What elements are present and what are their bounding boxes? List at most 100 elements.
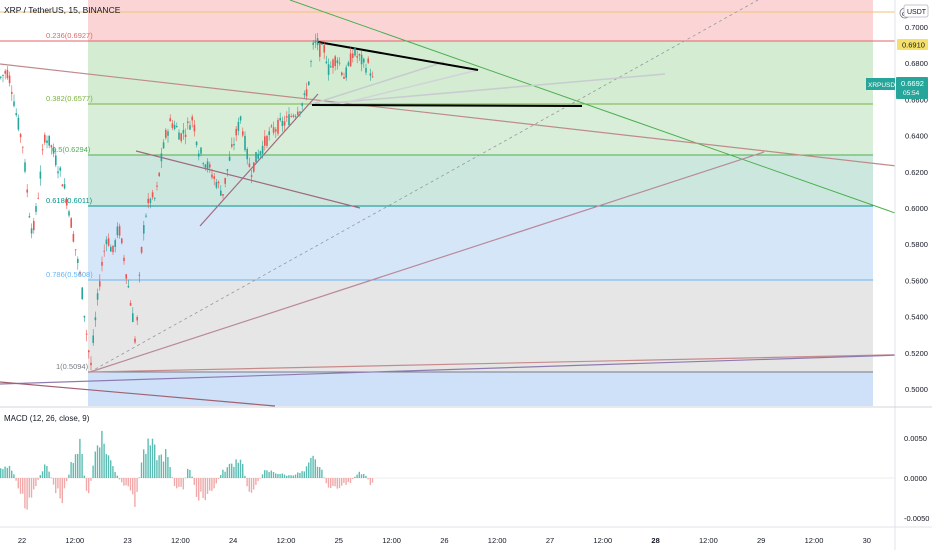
trendline-ray-2 [319,73,666,105]
price-tick-label: 0.5200 [905,349,928,358]
price-tick-label: 0.6000 [905,204,928,213]
candle-body [116,226,119,236]
macd-bar [158,455,160,478]
macd-bar [226,467,228,478]
candle-body [279,118,281,121]
macd-bar [118,478,121,480]
candle-body [167,131,169,136]
macd-bar [90,478,92,481]
candle-body [107,238,110,246]
macd-bar [79,438,81,478]
current-price-bg [896,77,928,99]
price-tag-value: 0.6910 [902,41,925,50]
candle-body [162,142,165,149]
candlestick-series[interactable] [0,32,374,371]
macd-pane[interactable]: MACD (12, 26, close, 9) 0.0050 0.0000 -0.0… [0,414,929,523]
candle-body [323,45,325,53]
macd-bar [224,471,226,478]
candle-body [244,135,246,151]
macd-bar [55,478,57,494]
macd-bar [268,472,270,478]
candle-body [297,111,299,116]
currency-badge-label: USDT [907,9,927,16]
candle-body [4,71,6,74]
candle-body [99,281,101,287]
macd-bar [41,471,44,478]
fib-labels: 0.236(0.6927) 0.382(0.6577) 0.5(0.6294) … [46,31,93,371]
candle-body [365,67,367,73]
currency-badge[interactable]: c USDT [899,4,929,19]
time-axis[interactable]: 22 12:00 23 12:00 24 12:00 25 12:00 26 12:00 27 12:… [0,526,932,545]
fib-label-1: 1(0.5094) [56,362,89,371]
candle-body [255,152,257,163]
macd-bar [270,470,272,478]
candle-body [213,176,215,179]
candle-body [81,287,83,300]
time-tick-label: 12:00 [699,536,718,545]
macd-bar [266,470,268,478]
candle-body [94,317,97,321]
macd-bar [61,478,63,504]
macd-bar [173,478,176,486]
candle-body [220,190,222,196]
candle-body [41,149,44,151]
macd-bar [290,475,292,478]
macd-bar [352,478,354,480]
candle-body [235,128,237,136]
price-tick-label: 0.6400 [905,132,928,141]
candle-body [215,181,218,188]
candle-body [206,161,209,169]
macd-bar [6,467,8,478]
macd-bar [52,478,55,485]
macd-bar [292,475,294,478]
macd-bar [151,438,154,478]
candle-body [158,172,160,177]
price-tick-label: 0.6800 [905,59,928,68]
macd-bar [215,478,217,484]
candle-body [140,247,143,253]
candle-body [358,54,361,56]
macd-bar [275,473,277,478]
current-price-tag: XRPUSDT 0.6692 05:54 [866,77,928,99]
macd-bar [283,474,286,478]
candle-body [121,238,123,244]
trendline-channel-lower [199,93,319,227]
candle-body [367,58,369,63]
macd-bar [59,478,61,499]
macd-bar [105,454,107,478]
candle-body [110,246,112,252]
candle-body [371,76,374,78]
macd-bar [94,451,96,478]
candle-body [356,56,358,58]
candle-body [193,124,196,132]
macd-bar [299,472,301,478]
macd-bar [50,477,52,479]
macd-bar [288,475,290,478]
candle-body [369,73,372,76]
candle-body [281,120,284,127]
macd-bar [24,478,26,509]
macd-bar [325,478,327,484]
macd-bar [354,476,356,478]
macd-bar [363,474,365,478]
candle-body [290,116,292,118]
macd-bar [11,470,13,478]
candle-body [77,258,79,264]
macd-bar [198,478,200,501]
candle-body [292,115,295,117]
macd-bar [99,447,101,478]
candle-body [6,69,9,79]
candle-body [96,293,99,300]
price-tick-label: 0.5000 [905,385,928,394]
trendline-pink-top [0,63,932,171]
candle-body [57,171,59,174]
macd-bar [327,478,330,488]
macd-bar [272,471,275,478]
price-tag-0691: 0.6910 [897,39,928,50]
candle-body [33,221,35,231]
macd-bar [83,475,85,478]
candle-body [178,132,180,140]
drawings[interactable] [0,0,932,407]
price-axis[interactable]: 0.7000 0.6800 0.6600 0.6400 0.6200 0.6000 0.58… [866,0,932,550]
